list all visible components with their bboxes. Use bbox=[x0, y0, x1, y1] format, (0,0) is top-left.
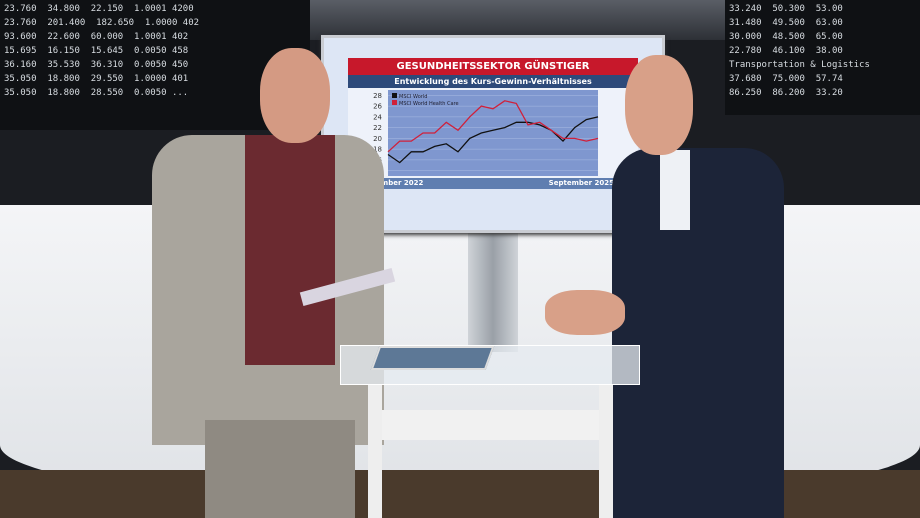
table-legs bbox=[368, 385, 613, 518]
y-tick-label: 28 bbox=[373, 92, 382, 100]
hands bbox=[545, 290, 625, 335]
y-tick-label: 18 bbox=[373, 146, 382, 154]
white-shirt bbox=[660, 150, 690, 230]
legend-swatch bbox=[392, 93, 397, 98]
presenter-left-head bbox=[260, 48, 330, 143]
navy-suit bbox=[612, 148, 784, 518]
grey-trousers bbox=[205, 420, 355, 518]
ceiling bbox=[310, 0, 725, 40]
legend-swatch bbox=[392, 100, 397, 105]
presenter-right-head bbox=[625, 55, 693, 155]
y-tick-label: 20 bbox=[373, 135, 382, 143]
table-shelf bbox=[382, 410, 599, 440]
series-line-0 bbox=[387, 116, 599, 164]
tv-stand bbox=[468, 232, 518, 352]
x-start-label: September 2022 bbox=[358, 179, 424, 187]
stock-ticker-board-right: 33.240 50.300 53.00 31.480 49.500 63.00 … bbox=[725, 0, 920, 115]
legend-label: MSCI World bbox=[399, 94, 427, 100]
tablet bbox=[370, 346, 495, 370]
y-tick-label: 26 bbox=[373, 103, 382, 111]
x-end-label: September 2025 bbox=[548, 179, 614, 187]
chart-x-axis: September 2022 September 2025 bbox=[348, 178, 638, 189]
chart-subtitle: Entwicklung des Kurs-Gewinn-Verhältnisse… bbox=[348, 75, 638, 88]
stock-ticker-board-left: 23.760 34.800 22.150 1.0001 4200 23.760 … bbox=[0, 0, 310, 130]
series-line-1 bbox=[387, 100, 599, 153]
y-tick-label: 22 bbox=[373, 124, 382, 132]
chart-title: GESUNDHEITSSEKTOR GÜNSTIGER bbox=[348, 58, 638, 75]
red-shirt bbox=[245, 135, 335, 365]
y-tick-label: 24 bbox=[373, 113, 382, 121]
legend-label: MSCI World Health Care bbox=[399, 101, 459, 107]
